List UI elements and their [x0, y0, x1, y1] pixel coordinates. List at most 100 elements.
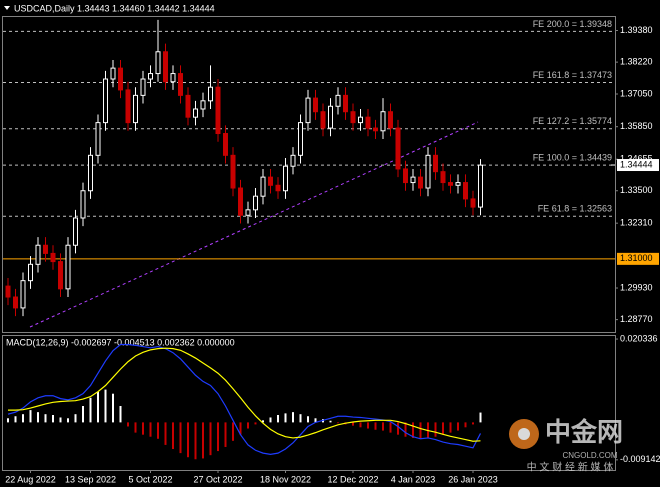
candle-body: [88, 154, 93, 192]
y-tick-label: 1.35850: [620, 121, 653, 131]
candle-body: [463, 182, 468, 200]
candle-body: [35, 244, 41, 265]
candle-body: [343, 94, 348, 113]
candle-body: [290, 154, 296, 167]
candle-body: [470, 198, 476, 208]
candle-body: [455, 182, 461, 186]
candle-body: [328, 105, 333, 129]
menu-arrow: [4, 6, 10, 10]
candle-body: [403, 168, 408, 184]
chart-title: USDCAD,Daily 1.34443 1.34460 1.34442 1.3…: [14, 3, 215, 13]
y-tick-label: 1.34655: [620, 154, 653, 164]
candle-body: [245, 209, 251, 216]
candle-body: [365, 116, 371, 129]
x-tick-label: 22 Aug 2022: [5, 474, 56, 484]
candle-body: [110, 67, 116, 80]
candle-body: [298, 122, 303, 156]
candle-body: [193, 108, 198, 118]
candle-body: [373, 127, 378, 132]
watermark: 中金网 CNGOLD.COM 中 文 财 经 新 媒 体: [509, 417, 623, 474]
candle-body: [305, 97, 311, 124]
watermark-brand: 中金网: [545, 417, 623, 447]
y-tick-label: 1.28770: [620, 314, 653, 324]
candle-body: [268, 176, 273, 186]
candle-body: [418, 176, 423, 189]
watermark-site: CNGOLD.COM: [562, 451, 617, 460]
horizontal-line-box: [617, 252, 659, 265]
y-tick-label: 1.32310: [620, 218, 653, 228]
candle-body: [103, 78, 108, 124]
candle-body: [358, 116, 363, 124]
candle-body: [118, 67, 123, 91]
candle-body: [155, 51, 161, 75]
candle-body: [320, 111, 326, 129]
macd-title: MACD(12,26,9) -0.002697 -0.004513 0.0023…: [6, 337, 235, 347]
indicator-line: [7, 343, 482, 455]
candle-body: [223, 133, 228, 156]
candle-body: [350, 111, 356, 124]
x-tick-label: 18 Nov 2022: [260, 474, 311, 484]
level-label: FE 200.0 = 1.39348: [533, 19, 612, 29]
candle-body: [58, 261, 63, 290]
candle-body: [215, 86, 221, 135]
candle-body: [200, 100, 206, 110]
x-tick-label: 5 Oct 2022: [128, 474, 172, 484]
candle-body: [208, 86, 213, 102]
candle-body: [20, 280, 26, 309]
x-tick-label: 4 Jan 2023: [391, 474, 436, 484]
candle-body: [50, 252, 56, 263]
candle-body: [230, 154, 236, 189]
candle-body: [170, 73, 176, 83]
last-price-label: 1.34444: [620, 159, 653, 169]
candle-body: [260, 176, 266, 197]
x-tick-label: 27 Oct 2022: [193, 474, 242, 484]
watermark-logo-core: [518, 428, 530, 440]
candle-body: [410, 176, 416, 184]
candle-body: [380, 111, 386, 132]
level-label: FE 61.8 = 1.32563: [538, 204, 612, 214]
candle-body: [140, 78, 146, 96]
candle-body: [425, 154, 431, 189]
trend-line: [29, 121, 479, 328]
y-tick-label: -0.009142: [620, 454, 660, 464]
y-tick-label: 1.39380: [620, 25, 653, 35]
candle-body: [125, 89, 131, 124]
horizontal-line-label: 1.31000: [620, 253, 653, 263]
candle-body: [388, 111, 393, 129]
candle-body: [163, 51, 168, 83]
candle-body: [238, 187, 243, 216]
candle-body: [5, 285, 11, 298]
x-tick-label: 12 Dec 2022: [327, 474, 378, 484]
level-label: FE 127.2 = 1.35774: [533, 116, 612, 126]
y-tick-label: 0.020336: [620, 333, 658, 343]
candle-body: [478, 164, 483, 208]
candle-body: [335, 94, 341, 107]
candle-body: [185, 94, 191, 118]
candle-body: [65, 244, 71, 290]
candle-body: [28, 263, 33, 282]
level-label: FE 161.8 = 1.37473: [533, 70, 612, 80]
macd-panel: [2, 335, 616, 471]
candle-body: [275, 184, 281, 192]
watermark-tagline: 中 文 财 经 新 媒 体: [527, 461, 614, 474]
candle-body: [433, 154, 438, 173]
candle-body: [395, 127, 401, 170]
main-panel: [2, 16, 616, 333]
last-price-box: [617, 159, 659, 172]
candle-body: [253, 195, 258, 211]
candle-body: [440, 171, 446, 184]
candle-body: [148, 73, 153, 80]
candle-body: [80, 190, 86, 219]
y-tick-label: 1.37050: [620, 88, 653, 98]
candle-body: [73, 217, 78, 246]
y-tick-label: 1.33500: [620, 185, 653, 195]
candle-body: [283, 165, 288, 192]
candle-body: [13, 296, 18, 309]
candle-body: [95, 122, 101, 156]
level-label: FE 100.0 = 1.34439: [533, 153, 612, 163]
candle-body: [178, 73, 183, 96]
candle-body: [133, 94, 138, 124]
candle-body: [448, 182, 453, 186]
y-tick-label: 1.29930: [620, 282, 653, 292]
